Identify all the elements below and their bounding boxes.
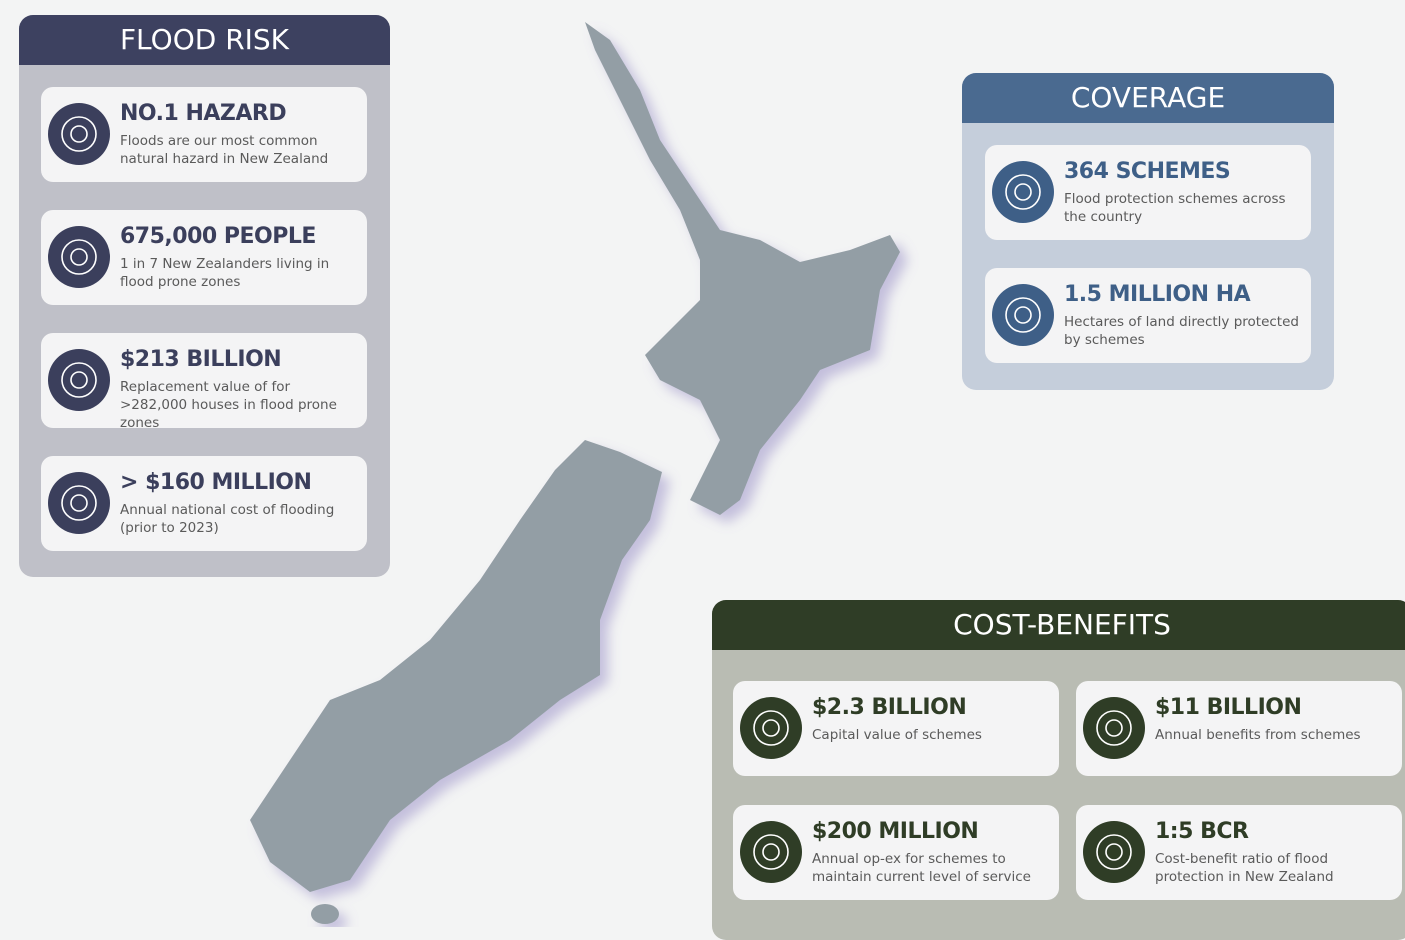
north-island: [585, 22, 900, 515]
stat-card: 675,000 PEOPLE 1 in 7 New Zealanders livi…: [41, 210, 367, 305]
stat-heading: > $160 MILLION: [120, 470, 312, 495]
icon: [1083, 821, 1145, 883]
panel: COST-BENEFITS $2.3 BILLION Capital value o…: [712, 600, 1405, 940]
stat-description: Hectares of land directly protected by s…: [1064, 314, 1299, 348]
stat-heading: $2.3 BILLION: [812, 695, 967, 720]
stat-description: Annual national cost of flooding (prior …: [120, 502, 335, 536]
stat-card: 1.5 MILLION HA Hectares of land directly …: [985, 268, 1311, 363]
icon-glyph: [61, 116, 97, 152]
icon: [48, 349, 110, 411]
stat-description: Cost-benefit ratio of flood protection i…: [1155, 851, 1334, 885]
stat-card: > $160 MILLION Annual national cost of fl…: [41, 456, 367, 551]
stat-description: Flood protection schemes across the coun…: [1064, 191, 1286, 225]
stat-card: $2.3 BILLION Capital value of schemes: [733, 681, 1059, 776]
icon-glyph: [61, 239, 97, 275]
stat-heading: 675,000 PEOPLE: [120, 224, 316, 249]
stat-description: Annual benefits from schemes: [1155, 727, 1361, 743]
icon: [48, 472, 110, 534]
icon: [48, 103, 110, 165]
stat-heading: $11 BILLION: [1155, 695, 1302, 720]
icon-glyph: [753, 710, 789, 746]
stat-card: NO.1 HAZARD Floods are our most common na…: [41, 87, 367, 182]
icon: [992, 284, 1054, 346]
icon: [740, 821, 802, 883]
icon-glyph: [1096, 834, 1132, 870]
south-island: [250, 440, 662, 892]
stat-card: $213 BILLION Replacement value of for >28…: [41, 333, 367, 431]
stat-card: $11 BILLION Annual benefits from schemes: [1076, 681, 1402, 776]
panel-title: FLOOD RISK: [19, 15, 390, 65]
icon: [48, 226, 110, 288]
stat-heading: $200 MILLION: [812, 819, 979, 844]
panel: FLOOD RISK NO.1 HAZARD Floods are our most…: [19, 15, 390, 577]
stat-description: Capital value of schemes: [812, 727, 982, 743]
stat-description: 1 in 7 New Zealanders living in flood pr…: [120, 256, 330, 290]
stat-heading: $213 BILLION: [120, 347, 282, 372]
stat-card: $200 MILLION Annual op-ex for schemes to …: [733, 805, 1059, 900]
panel: COVERAGE 364 SCHEMES Flood protection sche…: [962, 73, 1334, 390]
stewart-island: [311, 904, 339, 924]
icon-glyph: [61, 485, 97, 521]
stat-card: 364 SCHEMES Flood protection schemes acro…: [985, 145, 1311, 240]
stat-heading: 1:5 BCR: [1155, 819, 1249, 844]
icon: [740, 697, 802, 759]
stat-description: Annual op-ex for schemes to maintain cur…: [812, 851, 1031, 885]
panel-title: COVERAGE: [962, 73, 1334, 123]
icon-glyph: [1005, 174, 1041, 210]
stat-card: 1:5 BCR Cost-benefit ratio of flood prote…: [1076, 805, 1402, 900]
icon-glyph: [61, 362, 97, 398]
stat-heading: NO.1 HAZARD: [120, 101, 287, 126]
icon-glyph: [753, 834, 789, 870]
icon: [1083, 697, 1145, 759]
icon: [992, 161, 1054, 223]
stat-heading: 364 SCHEMES: [1064, 159, 1231, 184]
stat-description: Replacement value of for >282,000 houses…: [120, 379, 337, 431]
icon-glyph: [1005, 297, 1041, 333]
panel-title: COST-BENEFITS: [712, 600, 1405, 650]
stat-description: Floods are our most common natural hazar…: [120, 133, 329, 167]
stat-heading: 1.5 MILLION HA: [1064, 282, 1251, 307]
icon-glyph: [1096, 710, 1132, 746]
